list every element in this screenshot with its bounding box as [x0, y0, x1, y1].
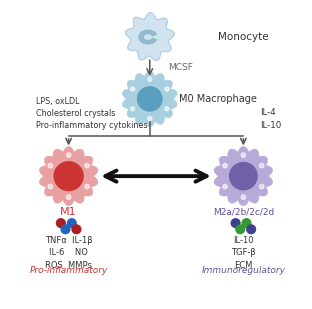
Circle shape — [130, 87, 135, 91]
Circle shape — [241, 195, 246, 199]
Circle shape — [236, 225, 245, 234]
Circle shape — [223, 163, 227, 168]
Circle shape — [148, 116, 152, 121]
Polygon shape — [125, 13, 174, 61]
Text: Immunoregulatory: Immunoregulatory — [201, 266, 285, 275]
Circle shape — [56, 219, 65, 227]
Polygon shape — [139, 30, 156, 44]
Circle shape — [242, 219, 251, 227]
Text: M2a/2b/2c/2d: M2a/2b/2c/2d — [213, 207, 274, 216]
Circle shape — [130, 107, 135, 111]
Circle shape — [48, 163, 52, 168]
Text: M1: M1 — [60, 207, 77, 217]
Text: Monocyte: Monocyte — [218, 32, 269, 42]
Circle shape — [165, 107, 169, 111]
Circle shape — [61, 225, 70, 234]
Text: MCSF: MCSF — [168, 63, 193, 73]
Text: IL-10
TGF-β
ECM: IL-10 TGF-β ECM — [231, 236, 256, 270]
Text: M0 Macrophage: M0 Macrophage — [179, 94, 257, 104]
Polygon shape — [39, 146, 98, 206]
Circle shape — [85, 184, 89, 189]
Circle shape — [54, 162, 83, 190]
Circle shape — [260, 184, 264, 189]
Circle shape — [241, 153, 246, 157]
Circle shape — [230, 163, 257, 190]
Circle shape — [66, 195, 71, 199]
Text: Pro-inflammatory: Pro-inflammatory — [29, 266, 108, 275]
Circle shape — [72, 225, 81, 234]
Text: TNFα  IL-1β
IL-6    NO
ROS  MMPs: TNFα IL-1β IL-6 NO ROS MMPs — [45, 236, 92, 270]
Circle shape — [66, 153, 71, 157]
Polygon shape — [214, 146, 273, 206]
Circle shape — [260, 163, 264, 168]
Circle shape — [138, 87, 162, 111]
Circle shape — [85, 163, 89, 168]
Circle shape — [247, 225, 256, 234]
Circle shape — [223, 184, 227, 189]
Circle shape — [231, 219, 240, 227]
Circle shape — [165, 87, 169, 91]
Text: LPS, oxLDL
Cholesterol crystals
Pro-inflammatory cytokines: LPS, oxLDL Cholesterol crystals Pro-infl… — [36, 97, 147, 130]
Circle shape — [67, 219, 76, 227]
Circle shape — [148, 77, 152, 81]
Circle shape — [48, 184, 52, 189]
Polygon shape — [122, 71, 177, 127]
Text: IL-4
IL-10: IL-4 IL-10 — [261, 108, 282, 130]
